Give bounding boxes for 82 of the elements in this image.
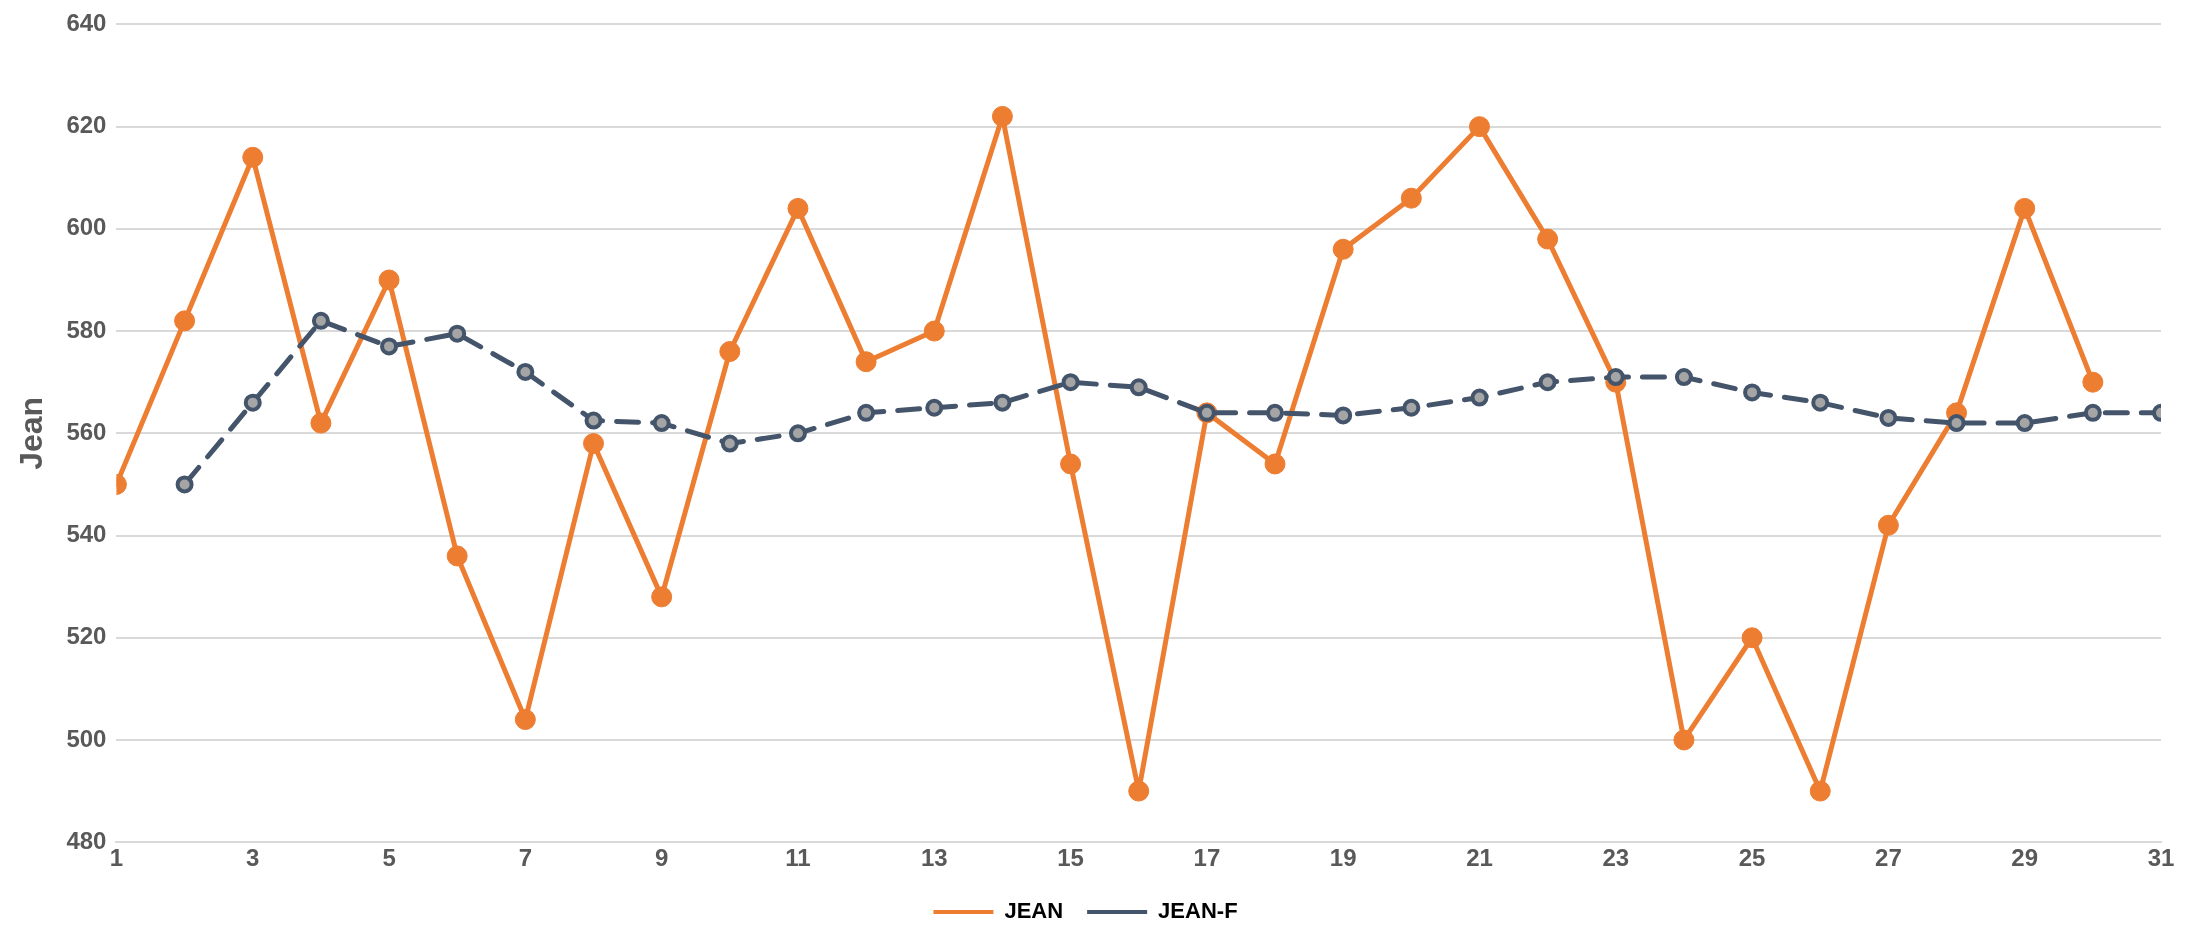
point <box>1128 780 1150 802</box>
x-tick-label: 7 <box>518 844 533 872</box>
point <box>446 545 468 567</box>
point <box>1811 393 1830 412</box>
point <box>448 324 467 343</box>
x-tick-label: 19 <box>1329 844 1357 872</box>
point <box>1879 408 1898 427</box>
point <box>1332 238 1354 260</box>
point <box>1061 373 1080 392</box>
x-tick-label: 11 <box>785 844 811 872</box>
x-tick-label: 27 <box>1875 844 1902 872</box>
point <box>925 398 944 417</box>
point <box>787 197 809 219</box>
point <box>1606 368 1625 387</box>
point <box>2014 197 2036 219</box>
y-tick-label: 480 <box>66 826 107 854</box>
point <box>243 393 262 412</box>
y-tick-label: 560 <box>66 417 107 445</box>
point <box>1741 627 1763 649</box>
point <box>174 310 196 332</box>
point <box>1266 403 1285 422</box>
point <box>1537 228 1559 250</box>
x-tick-label: 25 <box>1738 844 1766 872</box>
legend-label: JEAN <box>1004 898 1064 924</box>
point <box>310 412 332 434</box>
point <box>720 434 739 453</box>
point <box>855 351 877 373</box>
x-tick-label: 23 <box>1602 844 1630 872</box>
point <box>652 414 671 433</box>
point <box>1402 398 1421 417</box>
point <box>1673 729 1695 751</box>
point <box>1743 383 1762 402</box>
y-tick-label: 500 <box>66 724 107 752</box>
legend-label: JEAN-F <box>1158 898 1238 924</box>
point <box>1877 514 1899 536</box>
x-tick-label: 1 <box>109 844 124 872</box>
y-tick-label: 580 <box>66 315 107 343</box>
x-tick-label: 21 <box>1466 844 1493 872</box>
x-tick-label: 17 <box>1193 844 1221 872</box>
x-tick-label: 15 <box>1057 844 1084 872</box>
y-tick-label: 620 <box>66 111 107 139</box>
point <box>1468 116 1490 138</box>
y-tick-label: 520 <box>66 622 107 650</box>
y-tick-label: 640 <box>66 9 107 37</box>
point <box>651 586 673 608</box>
point <box>1538 373 1557 392</box>
x-tick-label: 29 <box>2011 844 2039 872</box>
point <box>788 424 807 443</box>
x-tick-label: 13 <box>920 844 948 872</box>
point <box>1674 368 1693 387</box>
point <box>1400 187 1422 209</box>
point <box>2083 403 2102 422</box>
point <box>311 311 330 330</box>
x-tick-label: 3 <box>246 844 260 872</box>
point <box>2082 371 2104 393</box>
point <box>583 433 605 455</box>
x-tick-label: 9 <box>654 844 669 872</box>
point <box>923 320 945 342</box>
point <box>993 393 1012 412</box>
point <box>1947 414 1966 433</box>
point <box>175 475 194 494</box>
point <box>1129 378 1148 397</box>
y-tick-label: 540 <box>66 520 107 548</box>
point <box>719 341 741 363</box>
x-tick-label: 5 <box>382 844 396 872</box>
point <box>378 269 400 291</box>
point <box>380 337 399 356</box>
point <box>514 709 536 731</box>
point <box>2015 414 2034 433</box>
point <box>1264 453 1286 475</box>
y-tick-label: 600 <box>66 213 107 241</box>
point <box>857 403 876 422</box>
point <box>242 146 264 168</box>
x-tick-label: 31 <box>2147 844 2175 872</box>
point <box>991 105 1013 127</box>
point <box>1060 453 1082 475</box>
point <box>516 362 535 381</box>
point <box>1334 406 1353 425</box>
point <box>1470 388 1489 407</box>
point <box>584 411 603 430</box>
point <box>1809 780 1831 802</box>
y-axis-title: Jean <box>13 396 50 470</box>
